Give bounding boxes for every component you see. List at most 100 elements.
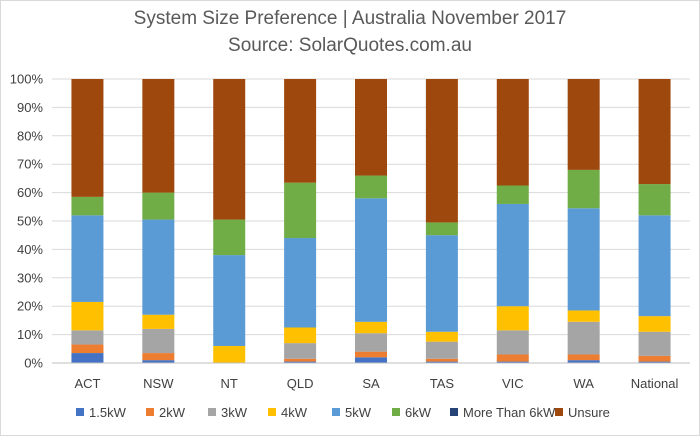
bar-segment bbox=[142, 192, 175, 220]
x-category-label: SA bbox=[362, 376, 380, 391]
legend-swatch bbox=[450, 408, 458, 416]
bar-segment bbox=[567, 169, 600, 209]
bar-segment bbox=[496, 306, 529, 331]
legend-item: 2kW bbox=[146, 405, 186, 420]
bar-segment bbox=[213, 219, 246, 256]
bar-segment bbox=[142, 360, 175, 363]
bar-segment bbox=[213, 345, 246, 363]
legend-label: 4kW bbox=[281, 405, 308, 420]
bar-segment bbox=[638, 316, 671, 332]
legend-item: 4kW bbox=[268, 405, 308, 420]
bar-segment bbox=[71, 353, 104, 363]
bar-segment bbox=[496, 330, 529, 355]
y-tick-label: 90% bbox=[17, 100, 43, 115]
bar-stack-qld bbox=[284, 79, 317, 363]
bar-segment bbox=[71, 330, 104, 345]
legend-swatch bbox=[555, 408, 563, 416]
bar-stack-tas bbox=[425, 79, 458, 363]
x-category-label: WA bbox=[573, 376, 594, 391]
y-tick-label: 70% bbox=[17, 157, 43, 172]
y-tick-label: 40% bbox=[17, 242, 43, 257]
bar-segment bbox=[142, 353, 175, 361]
x-category-label: NSW bbox=[143, 376, 174, 391]
legend-item: 6kW bbox=[392, 405, 432, 420]
legend-item: More Than 6kW bbox=[450, 405, 556, 420]
bar-segment bbox=[496, 354, 529, 362]
bar-segment bbox=[284, 361, 317, 363]
legend-swatch bbox=[146, 408, 154, 416]
x-category-label: NT bbox=[221, 376, 238, 391]
legend-item: 3kW bbox=[208, 405, 248, 420]
legend-item: Unsure bbox=[555, 405, 610, 420]
y-tick-label: 100% bbox=[10, 72, 44, 87]
bar-segment bbox=[567, 321, 600, 355]
legend-swatch bbox=[208, 408, 216, 416]
x-category-label: VIC bbox=[502, 376, 524, 391]
legend-label: 6kW bbox=[405, 405, 432, 420]
bar-segment bbox=[638, 331, 671, 356]
bar-stack-nt bbox=[213, 79, 246, 363]
x-category-label: ACT bbox=[74, 376, 100, 391]
bar-segment bbox=[425, 341, 458, 359]
bar-segment bbox=[284, 358, 317, 362]
bar-segment bbox=[284, 327, 317, 344]
bar-segment bbox=[213, 255, 246, 346]
bar-stack-nsw bbox=[142, 79, 175, 363]
legend-label: 2kW bbox=[159, 405, 186, 420]
bar-segment bbox=[638, 355, 671, 362]
bar-segment bbox=[567, 310, 600, 322]
bar-segment bbox=[496, 361, 529, 363]
legend-label: Unsure bbox=[568, 405, 610, 420]
legend-item: 5kW bbox=[332, 405, 372, 420]
y-axis: 0% 10% 20% 30% 40% 50% 60% 70% 80% 90% 100% bbox=[10, 72, 44, 371]
bar-segment bbox=[284, 238, 317, 328]
bar-stack-sa bbox=[355, 79, 387, 363]
bar-segment bbox=[496, 203, 529, 307]
bar-segment bbox=[142, 79, 175, 193]
chart-title: System Size Preference | Australia Novem… bbox=[133, 8, 567, 29]
bar-segment bbox=[355, 198, 387, 322]
x-category-label: QLD bbox=[287, 376, 314, 391]
legend-label: 3kW bbox=[221, 405, 248, 420]
x-category-label: TAS bbox=[430, 376, 455, 391]
bar-segment bbox=[425, 79, 458, 223]
bar-stack-national bbox=[638, 79, 671, 363]
bar-segment bbox=[425, 361, 458, 363]
legend-swatch bbox=[392, 408, 400, 416]
bar-stack-act bbox=[71, 79, 104, 363]
bar-stack-wa bbox=[567, 79, 600, 363]
bar-segment bbox=[425, 235, 458, 332]
bar-segment bbox=[142, 314, 175, 329]
bar-segment bbox=[638, 184, 671, 216]
legend-swatch bbox=[268, 408, 276, 416]
legend-label: 5kW bbox=[345, 405, 372, 420]
bar-segment bbox=[71, 344, 104, 354]
bar-stacks bbox=[71, 79, 671, 363]
legend-label: 1.5kW bbox=[89, 405, 127, 420]
bar-segment bbox=[355, 175, 387, 199]
bar-segment bbox=[638, 361, 671, 363]
bar-segment bbox=[355, 357, 387, 363]
bar-segment bbox=[142, 219, 175, 315]
bar-segment bbox=[71, 215, 104, 302]
bar-segment bbox=[355, 79, 387, 176]
bar-segment bbox=[71, 79, 104, 197]
y-tick-label: 10% bbox=[17, 327, 43, 342]
bar-segment bbox=[496, 79, 529, 186]
legend: 1.5kW 2kW 3kW 4kW 5kW 6kW More Than 6kW Unsure bbox=[76, 405, 610, 420]
bar-segment bbox=[567, 354, 600, 361]
bar-segment bbox=[71, 301, 104, 331]
y-tick-label: 20% bbox=[17, 299, 43, 314]
legend-label: More Than 6kW bbox=[463, 405, 556, 420]
bar-segment bbox=[425, 222, 458, 236]
bar-segment bbox=[355, 321, 387, 334]
y-tick-label: 50% bbox=[17, 214, 43, 229]
bar-segment bbox=[213, 79, 246, 220]
bar-stack-vic bbox=[496, 79, 529, 363]
bar-segment bbox=[284, 343, 317, 359]
bar-segment bbox=[425, 331, 458, 342]
bar-segment bbox=[638, 79, 671, 185]
bar-segment bbox=[425, 358, 458, 362]
x-axis: ACT NSW NT QLD SA TAS VIC WA National bbox=[52, 362, 690, 391]
